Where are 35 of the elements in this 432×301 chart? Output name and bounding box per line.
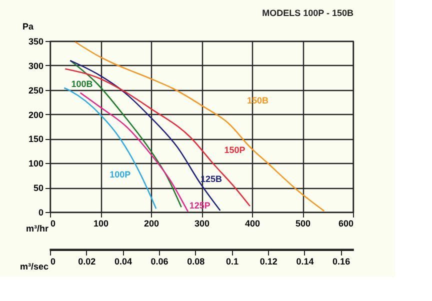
y-axis-title: Pa [22,22,35,32]
x2-tick-label: 0.02 [78,256,96,266]
x-tick-label: 300 [194,218,210,228]
x-tick-label: 200 [144,218,160,228]
line-series [70,60,221,212]
x-tick-label: 400 [244,218,260,228]
x2-tick-label: 0.16 [332,256,350,266]
x2-tick-label: 0.1 [226,256,239,266]
x2-tick-label: 0.14 [296,256,314,266]
x-tick-label: 600 [338,218,354,228]
line-series [80,92,189,212]
x-tick-label: 500 [295,218,311,228]
x2-tick-label: 0.06 [150,256,168,266]
line-series [70,60,182,208]
y-tick-label: 250 [28,85,44,96]
x2-axis-title: m³/sec [20,262,48,272]
x2-tick-label: 0 [50,256,56,266]
x2-tick-label: 0.08 [187,256,205,266]
x-axis-title: m³/hr [26,224,49,234]
series-label: 150P [224,144,246,155]
x-tick-label: 0 [50,218,56,228]
series-label: 100P [110,169,131,180]
x2-tick-label: 0.12 [260,256,278,266]
y-tick-label: 300 [28,60,44,71]
line-series [63,87,157,210]
y-tick-label: 100 [28,158,44,169]
chart-title: MODELS 100P - 150B [262,8,354,18]
series-label: 100B [71,78,94,89]
y-tick-label: 150 [28,134,44,144]
y-tick-label: 0 [38,208,44,218]
y-tick-label: 350 [28,36,44,46]
x-tick-label: 100 [93,218,109,228]
y-tick-label: 200 [28,110,44,120]
y-tick-label: 50 [33,183,44,194]
x2-tick-label: 0.04 [114,256,132,266]
